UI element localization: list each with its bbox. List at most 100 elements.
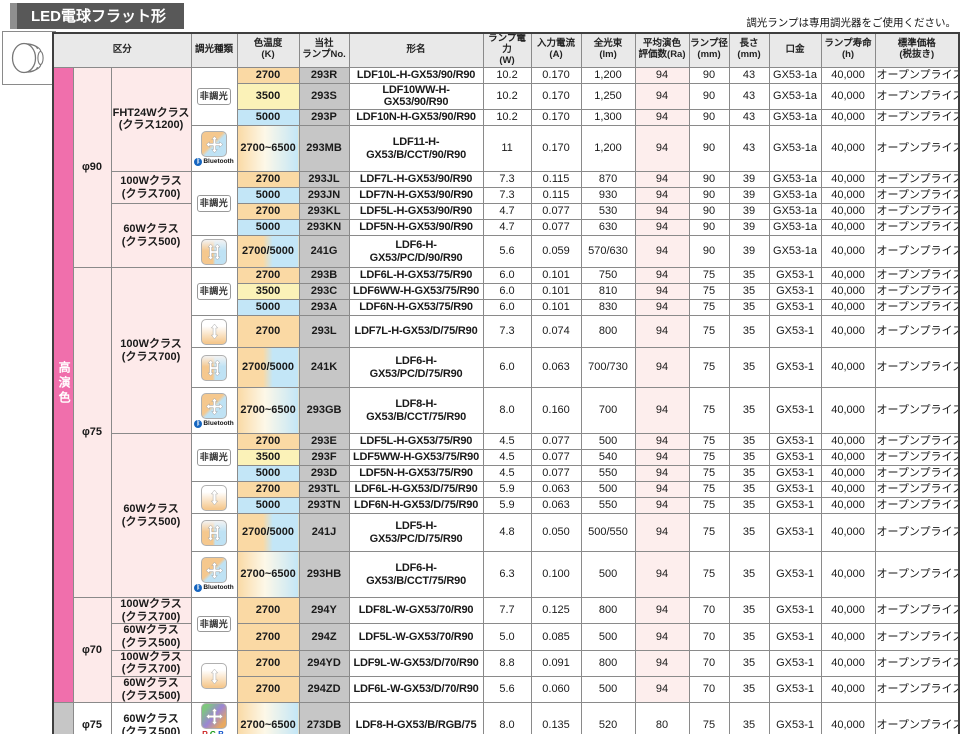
diameter-cell: 90	[688, 187, 730, 205]
dim-type-cell: 非調光	[190, 171, 238, 237]
base-cell: GX53-1	[768, 299, 822, 317]
bluetooth-cct-icon	[201, 557, 228, 584]
diameter-cell: 70	[688, 623, 730, 651]
life-cell: 40,000	[820, 235, 876, 269]
life-cell: 40,000	[820, 513, 876, 553]
phi-cell: φ75	[72, 702, 112, 734]
color-temp-cell: 5000	[236, 109, 300, 127]
model-name-cell: LDF6WW-H-GX53/75/R90	[348, 283, 484, 301]
base-cell: GX53-1	[768, 283, 822, 301]
flux-cell: 550	[580, 465, 636, 483]
model-name-cell: LDF6-H-GX53/PC/D/90/R90	[348, 235, 484, 269]
power-cell: 6.0	[482, 283, 532, 301]
flux-cell: 500	[580, 623, 636, 651]
lamp-no-cell: 241K	[298, 347, 350, 389]
length-cell: 39	[728, 203, 770, 221]
model-name-cell: LDF8-H-GX53/B/RGB/75	[348, 702, 484, 734]
col-lamp-no: 当社 ランプNo.	[298, 32, 350, 68]
current-cell: 0.077	[530, 219, 582, 237]
power-cell: 7.3	[482, 171, 532, 189]
model-name-cell: LDF5N-H-GX53/90/R90	[348, 219, 484, 237]
base-cell: GX53-1	[768, 513, 822, 553]
lamp-no-cell: 293HB	[298, 551, 350, 599]
base-cell: GX53-1	[768, 433, 822, 451]
diameter-cell: 90	[688, 203, 730, 221]
length-cell: 35	[728, 465, 770, 483]
life-cell: 40,000	[820, 387, 876, 435]
model-name-cell: LDF8L-W-GX53/70/R90	[348, 597, 484, 625]
power-cell: 6.0	[482, 347, 532, 389]
non-dimmable-badge: 非調光	[196, 88, 232, 105]
length-cell: 35	[728, 551, 770, 599]
current-cell: 0.050	[530, 513, 582, 553]
flux-cell: 800	[580, 315, 636, 349]
price-cell: オープンプライス	[874, 66, 960, 84]
diameter-cell: 75	[688, 315, 730, 349]
color-temp-cell: 5000	[236, 465, 300, 483]
power-cell: 8.0	[482, 387, 532, 435]
dim-type-cell	[190, 315, 238, 349]
lamp-no-cell: 241J	[298, 513, 350, 553]
length-cell: 35	[728, 497, 770, 515]
model-name-cell: LDF10N-H-GX53/90/R90	[348, 109, 484, 127]
color-temp-cell: 2700	[236, 315, 300, 349]
class-cell: 100Wクラス (クラス700)	[110, 171, 192, 205]
diameter-cell: 90	[688, 66, 730, 84]
flux-cell: 700/730	[580, 347, 636, 389]
dim-type-cell: 非調光	[190, 433, 238, 483]
cri-cell: 94	[634, 283, 690, 301]
color-temp-cell: 2700	[236, 171, 300, 189]
life-cell: 40,000	[820, 109, 876, 127]
length-cell: 35	[728, 675, 770, 704]
class-cell: 100Wクラス (クラス700)	[110, 267, 192, 435]
price-cell: オープンプライス	[874, 387, 960, 435]
model-name-cell: LDF5WW-H-GX53/75/R90	[348, 449, 484, 467]
price-cell: オープンプライス	[874, 551, 960, 599]
price-cell: オープンプライス	[874, 187, 960, 205]
lamp-no-cell: 293KL	[298, 203, 350, 221]
price-cell: オープンプライス	[874, 267, 960, 285]
current-cell: 0.101	[530, 283, 582, 301]
life-cell: 40,000	[820, 125, 876, 173]
diameter-cell: 90	[688, 125, 730, 173]
power-cell: 7.3	[482, 315, 532, 349]
dim-type-cell: RGBᛒBluetooth	[190, 702, 238, 734]
cri-cell: 94	[634, 82, 690, 111]
power-cell: 10.2	[482, 109, 532, 127]
diameter-cell: 75	[688, 481, 730, 499]
base-cell: GX53-1	[768, 551, 822, 599]
cri-cell: 94	[634, 347, 690, 389]
flux-cell: 500	[580, 433, 636, 451]
life-cell: 40,000	[820, 465, 876, 483]
bluetooth-badge: ᛒ Bluetooth	[194, 584, 234, 593]
col-power: ランプ電力 (W)	[482, 32, 532, 68]
power-cell: 5.9	[482, 481, 532, 499]
color-temp-cell: 2700	[236, 481, 300, 499]
flux-cell: 550	[580, 497, 636, 515]
price-cell: オープンプライス	[874, 283, 960, 301]
life-cell: 40,000	[820, 299, 876, 317]
spec-table: 区分 調光種類 色温度 (K) 当社 ランプNo. 形名 ランプ電力 (W) 入力電流 (A) 全光束…	[52, 32, 960, 734]
life-cell: 40,000	[820, 675, 876, 704]
price-cell: オープンプライス	[874, 82, 960, 111]
current-cell: 0.077	[530, 203, 582, 221]
flux-cell: 800	[580, 597, 636, 625]
base-cell: GX53-1a	[768, 219, 822, 237]
cri-cell: 94	[634, 66, 690, 84]
lamp-no-cell: 241G	[298, 235, 350, 269]
power-cell: 4.8	[482, 513, 532, 553]
lamp-no-cell: 293R	[298, 66, 350, 84]
diameter-cell: 75	[688, 465, 730, 483]
cri-cell: 94	[634, 675, 690, 704]
color-temp-cell: 5000	[236, 219, 300, 237]
price-cell: オープンプライス	[874, 623, 960, 651]
dimmer-icon	[201, 663, 228, 690]
lamp-no-cell: 273DB	[298, 702, 350, 734]
base-cell: GX53-1	[768, 465, 822, 483]
life-cell: 40,000	[820, 497, 876, 515]
model-name-cell: LDF6-H-GX53/PC/D/75/R90	[348, 347, 484, 389]
group-label: 高演色	[57, 360, 72, 406]
power-cell: 4.7	[482, 219, 532, 237]
length-cell: 39	[728, 219, 770, 237]
current-cell: 0.063	[530, 347, 582, 389]
